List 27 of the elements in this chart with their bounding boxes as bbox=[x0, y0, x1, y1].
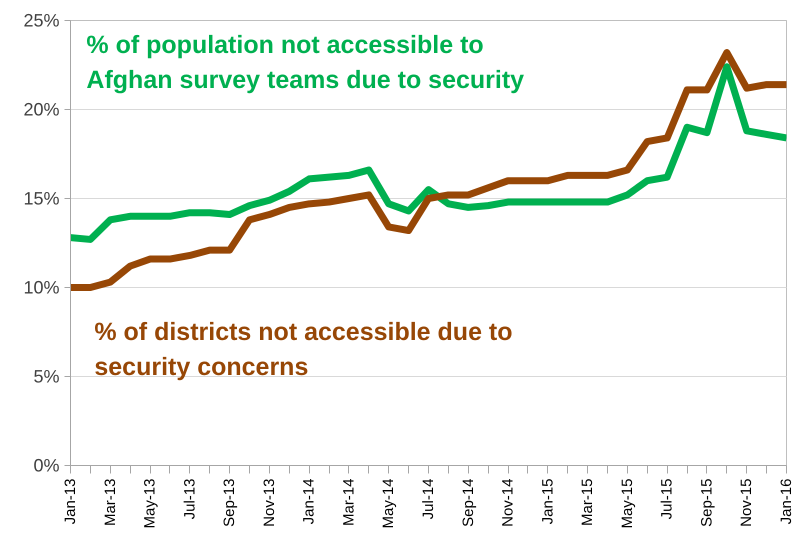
x-tick-label: Nov-13 bbox=[260, 478, 278, 527]
x-tick-label: Sep-13 bbox=[221, 478, 238, 527]
y-tick-label: 25% bbox=[23, 10, 60, 30]
x-tick-label: May-15 bbox=[618, 478, 636, 529]
x-tick-label: Jan-13 bbox=[62, 478, 79, 524]
y-tick-label: 20% bbox=[23, 100, 60, 120]
y-tick-label: 0% bbox=[33, 456, 60, 476]
x-tick-label: Sep-15 bbox=[698, 478, 716, 527]
x-tick-label: May-13 bbox=[142, 478, 159, 529]
x-tick-label: Sep-14 bbox=[460, 478, 477, 527]
x-tick-label: Mar-14 bbox=[340, 478, 358, 526]
x-tick-label: Mar-15 bbox=[579, 478, 596, 526]
x-tick-label: Jan-15 bbox=[539, 478, 556, 524]
x-tick-label: Jul-14 bbox=[420, 478, 437, 520]
x-tick-label: Jul-13 bbox=[181, 478, 198, 520]
y-tick-label: 10% bbox=[23, 278, 60, 298]
x-tick-label: May-14 bbox=[380, 478, 398, 529]
x-tick-label: Jan-14 bbox=[300, 478, 318, 524]
x-tick-label: Jan-16 bbox=[778, 478, 795, 524]
x-tick-label: Mar-13 bbox=[102, 478, 119, 526]
x-tick-label: Nov-14 bbox=[500, 478, 517, 527]
x-tick-label: Jul-15 bbox=[658, 478, 676, 520]
y-tick-label: 5% bbox=[33, 366, 60, 386]
series-label: % of districts not accessible due to security concerns bbox=[94, 318, 513, 381]
x-tick-label: Nov-15 bbox=[738, 478, 756, 527]
text: % of population not accessible to Afghan survey teams due to security bbox=[86, 31, 524, 94]
y-tick-label: 15% bbox=[23, 188, 60, 208]
